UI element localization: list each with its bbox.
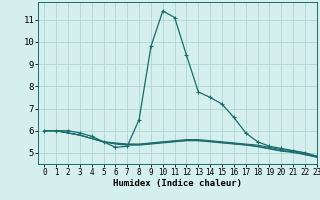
X-axis label: Humidex (Indice chaleur): Humidex (Indice chaleur): [113, 179, 242, 188]
